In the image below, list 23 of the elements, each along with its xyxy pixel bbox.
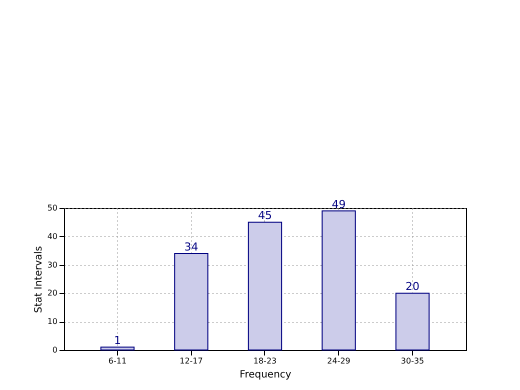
bar [174,252,208,350]
bar [322,210,356,350]
y-tick-label: 10 [47,317,58,326]
y-tick-label: 30 [47,260,58,270]
x-tick-label: 18-23 [253,356,277,366]
data-label: 45 [258,209,272,222]
x-axis-title: Frequency [240,370,292,380]
data-label: 20 [406,280,420,294]
bar [395,292,430,350]
y-tick-label: 0 [52,346,58,354]
data-label: 1 [114,334,121,348]
y-axis-title: Stat Intervals [33,246,44,314]
x-tick-label: 6-11 [108,356,127,366]
y-tick-label: 20 [47,288,58,298]
data-label: 34 [184,240,198,254]
y-tick-label: 50 [47,204,58,212]
x-tick-label: 12-17 [180,356,203,366]
x-tick-label: 30-35 [400,356,424,366]
bar [248,222,282,350]
bar [100,346,135,350]
data-label: 49 [332,198,346,211]
x-tick-label: 24-29 [327,356,350,366]
y-tick-label: 40 [47,232,58,241]
